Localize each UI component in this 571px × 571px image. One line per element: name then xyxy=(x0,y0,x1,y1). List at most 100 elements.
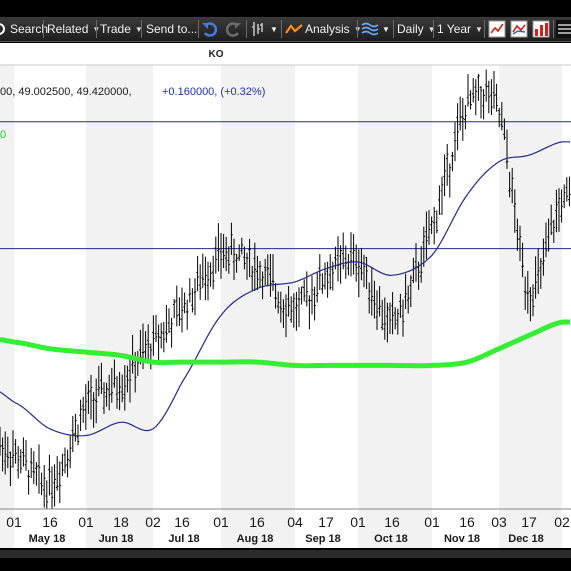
price-bar xyxy=(396,308,400,335)
price-bar xyxy=(560,189,563,223)
price-bar xyxy=(245,252,249,280)
price-bar xyxy=(183,292,186,314)
related-menu[interactable]: Related ▼ xyxy=(47,17,100,41)
x-tick-label: 02 xyxy=(554,514,570,530)
toolbar-separator xyxy=(553,20,554,38)
price-bar xyxy=(544,222,548,258)
price-bar xyxy=(531,284,535,317)
price-bar xyxy=(328,254,332,290)
x-tick-label: 16 xyxy=(42,514,58,530)
price-bar xyxy=(11,430,15,468)
price-bar xyxy=(196,255,199,292)
x-tick-label: 17 xyxy=(318,514,334,530)
price-bar xyxy=(401,299,405,337)
redo-icon[interactable] xyxy=(224,20,242,38)
x-tick-label: 02 xyxy=(145,514,161,530)
period-label: Daily xyxy=(397,22,424,36)
price-bar xyxy=(217,223,220,272)
price-bar xyxy=(14,439,17,464)
toolbar-separator xyxy=(484,20,485,38)
price-bar xyxy=(310,275,314,315)
price-bar xyxy=(354,244,358,282)
related-label: Related xyxy=(47,22,89,36)
price-bar xyxy=(409,275,413,308)
price-bar xyxy=(22,437,25,467)
price-bar xyxy=(113,359,116,388)
price-bar xyxy=(6,436,10,469)
bar-chart-icon[interactable] xyxy=(532,20,550,38)
price-bar xyxy=(357,249,361,298)
price-bar xyxy=(295,291,298,331)
price-bar xyxy=(313,286,316,321)
price-bar xyxy=(193,278,197,316)
price-bar xyxy=(58,461,62,503)
analysis-icon xyxy=(285,24,303,34)
chart-style-icon[interactable] xyxy=(250,20,268,38)
price-bar xyxy=(232,238,236,280)
overlay-icon[interactable] xyxy=(361,20,379,38)
price-bar xyxy=(287,286,290,317)
price-bar xyxy=(469,90,472,110)
x-axis-band xyxy=(499,509,562,548)
x-tick-label: 16 xyxy=(249,514,265,530)
chart-panel: KO 00, 49.002500, 49.420000, +0.160000, … xyxy=(0,43,571,571)
compare-chart-icon[interactable] xyxy=(510,20,528,38)
price-bar xyxy=(204,256,207,301)
price-bar xyxy=(435,210,439,234)
price-bar xyxy=(445,143,449,186)
x-tick-label: 16 xyxy=(174,514,190,530)
toolbar-separator xyxy=(281,20,282,38)
month-band xyxy=(86,65,153,548)
chevron-down-icon[interactable]: ▼ xyxy=(382,24,390,34)
analysis-menu[interactable]: Analysis ▼ xyxy=(285,17,362,41)
price-bar xyxy=(284,294,288,338)
price-bar xyxy=(495,83,498,112)
analysis-label: Analysis xyxy=(305,22,350,36)
price-bar xyxy=(191,288,194,313)
toolbar-separator xyxy=(433,20,434,38)
ohlc-readout: 00, 49.002500, 49.420000, xyxy=(0,86,132,98)
price-bar xyxy=(399,293,402,318)
range-select[interactable]: 1 Year ▼ xyxy=(437,17,483,41)
price-bar xyxy=(500,102,504,131)
price-chart[interactable]: KO 00, 49.002500, 49.420000, +0.160000, … xyxy=(0,43,571,571)
toolbar-separator xyxy=(357,20,358,38)
price-bar xyxy=(0,426,2,456)
price-bar xyxy=(219,232,223,279)
price-bar xyxy=(227,246,231,274)
trade-menu[interactable]: Trade ▼ xyxy=(100,17,143,41)
price-bar xyxy=(94,378,98,424)
send-to-menu[interactable]: Send to... xyxy=(146,17,197,41)
price-bar xyxy=(55,456,59,491)
search-button[interactable]: Search xyxy=(0,17,48,41)
price-bar xyxy=(323,262,327,290)
undo-icon[interactable] xyxy=(201,20,219,38)
price-bar xyxy=(308,295,311,330)
x-month-label: Sep 18 xyxy=(305,533,340,545)
price-bar xyxy=(149,343,153,370)
price-bar xyxy=(157,324,160,366)
line-chart-icon[interactable] xyxy=(488,20,506,38)
price-bar xyxy=(66,449,69,478)
x-tick-label: 16 xyxy=(459,514,475,530)
price-bar xyxy=(258,261,262,288)
x-tick-label: 01 xyxy=(213,514,229,530)
price-bar xyxy=(159,322,163,349)
settings-icon[interactable] xyxy=(556,20,571,38)
price-bar xyxy=(497,107,501,128)
price-bar xyxy=(89,374,93,420)
price-bar xyxy=(170,317,173,348)
toolbar-separator xyxy=(96,20,97,38)
chevron-down-icon[interactable]: ▼ xyxy=(270,24,278,34)
send-to-label: Send to... xyxy=(146,22,198,36)
price-bar xyxy=(380,299,384,331)
moving-average-legend: 0 xyxy=(0,129,6,141)
price-bar xyxy=(555,189,558,233)
period-select[interactable]: Daily ▼ xyxy=(397,17,436,41)
price-bar xyxy=(477,73,480,101)
price-bar xyxy=(126,365,129,393)
price-bar xyxy=(144,331,147,361)
price-bar xyxy=(188,278,192,303)
range-label: 1 Year xyxy=(437,22,472,36)
toolbar-separator xyxy=(393,20,394,38)
